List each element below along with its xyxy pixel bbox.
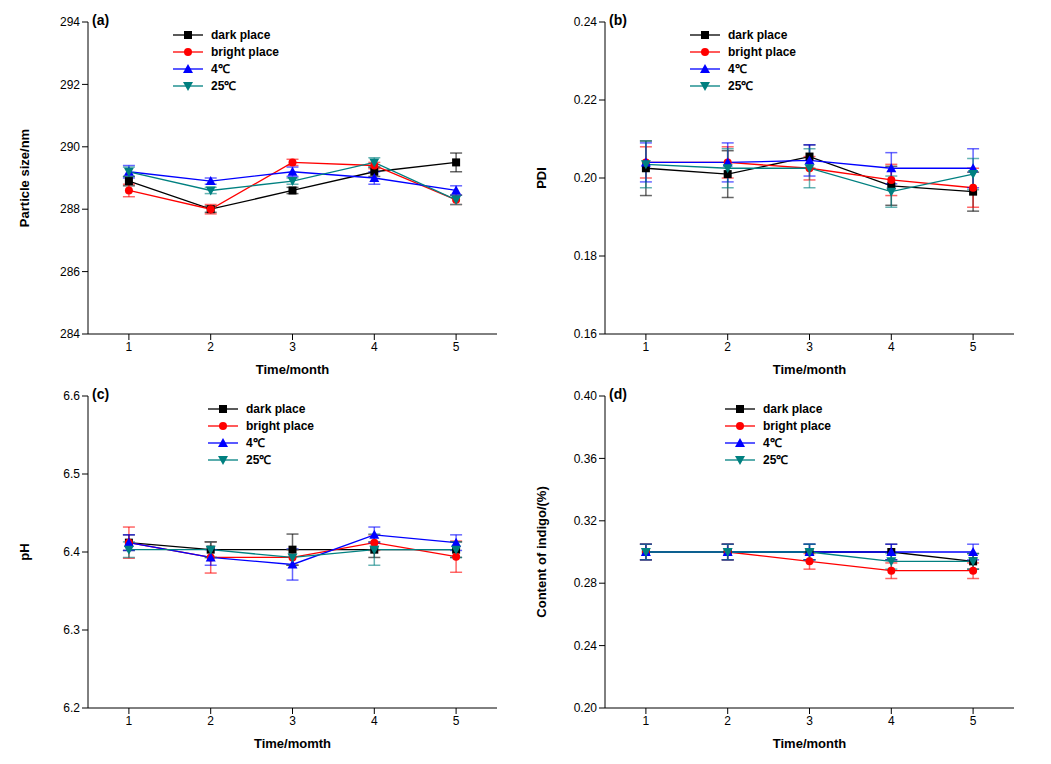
svg-text:0.24: 0.24 <box>574 639 598 653</box>
html-text:(c): (c) <box>92 386 110 402</box>
svg-text:0.36: 0.36 <box>574 452 598 466</box>
svg-text:3: 3 <box>806 340 813 354</box>
svg-text:288: 288 <box>60 202 80 216</box>
svg-text:2: 2 <box>724 340 731 354</box>
html-text:4℃: 4℃ <box>246 436 265 450</box>
svg-text:Content of indigo/(%): Content of indigo/(%) <box>534 486 549 617</box>
svg-text:Time/month: Time/month <box>256 362 329 377</box>
svg-text:6.6: 6.6 <box>63 389 80 403</box>
svg-text:284: 284 <box>60 327 80 341</box>
svg-text:2: 2 <box>207 714 214 728</box>
svg-text:Time/momth: Time/momth <box>254 736 331 751</box>
svg-text:294: 294 <box>60 15 80 29</box>
svg-text:4: 4 <box>371 340 378 354</box>
svg-text:5: 5 <box>970 714 977 728</box>
svg-text:1: 1 <box>126 340 133 354</box>
svg-text:5: 5 <box>970 340 977 354</box>
html-text:dark place: dark place <box>728 27 788 42</box>
svg-text:Particle size/nm: Particle size/nm <box>17 129 32 227</box>
svg-text:292: 292 <box>60 78 80 92</box>
svg-text:1: 1 <box>643 340 650 354</box>
svg-text:pH: pH <box>17 543 32 560</box>
html-text:4℃: 4℃ <box>763 436 782 450</box>
html-text:(a): (a) <box>92 12 110 28</box>
html-text:4℃: 4℃ <box>728 62 747 76</box>
svg-text:0.16: 0.16 <box>574 327 598 341</box>
svg-text:1: 1 <box>643 714 650 728</box>
html-text:25℃: 25℃ <box>763 453 789 467</box>
svg-text:3: 3 <box>289 714 296 728</box>
svg-text:6.4: 6.4 <box>63 545 80 559</box>
html-text:4℃: 4℃ <box>211 62 230 76</box>
html-text:(d): (d) <box>609 386 627 402</box>
svg-text:0.18: 0.18 <box>574 249 598 263</box>
svg-text:2: 2 <box>207 340 214 354</box>
svg-text:Time/month: Time/month <box>773 736 846 751</box>
html-text:dark place: dark place <box>763 401 823 416</box>
svg-text:2: 2 <box>724 714 731 728</box>
svg-text:4: 4 <box>888 714 895 728</box>
svg-text:3: 3 <box>289 340 296 354</box>
html-text:25℃: 25℃ <box>246 453 272 467</box>
svg-text:3: 3 <box>806 714 813 728</box>
svg-text:0.20: 0.20 <box>574 701 598 715</box>
svg-text:5: 5 <box>453 714 460 728</box>
svg-text:6.3: 6.3 <box>63 623 80 637</box>
svg-text:4: 4 <box>888 340 895 354</box>
svg-text:286: 286 <box>60 265 80 279</box>
svg-text:Time/month: Time/month <box>773 362 846 377</box>
svg-text:0.20: 0.20 <box>574 171 598 185</box>
html-text:dark place: dark place <box>211 27 271 42</box>
html-text:25℃: 25℃ <box>211 79 237 93</box>
html-text:bright place: bright place <box>728 44 796 59</box>
html-text:bright place: bright place <box>211 44 279 59</box>
svg-text:290: 290 <box>60 140 80 154</box>
svg-text:0.22: 0.22 <box>574 93 598 107</box>
svg-text:4: 4 <box>371 714 378 728</box>
html-text:25℃: 25℃ <box>728 79 754 93</box>
svg-text:1: 1 <box>126 714 133 728</box>
svg-text:6.2: 6.2 <box>63 701 80 715</box>
svg-text:0.24: 0.24 <box>574 15 598 29</box>
svg-text:0.28: 0.28 <box>574 576 598 590</box>
svg-text:0.32: 0.32 <box>574 514 598 528</box>
html-text:bright place: bright place <box>246 418 314 433</box>
svg-text:PDI: PDI <box>534 167 549 189</box>
svg-text:5: 5 <box>453 340 460 354</box>
html-text:bright place: bright place <box>763 418 831 433</box>
html-text:dark place: dark place <box>246 401 306 416</box>
svg-text:0.40: 0.40 <box>574 389 598 403</box>
html-text:(b): (b) <box>609 12 627 28</box>
svg-text:6.5: 6.5 <box>63 467 80 481</box>
